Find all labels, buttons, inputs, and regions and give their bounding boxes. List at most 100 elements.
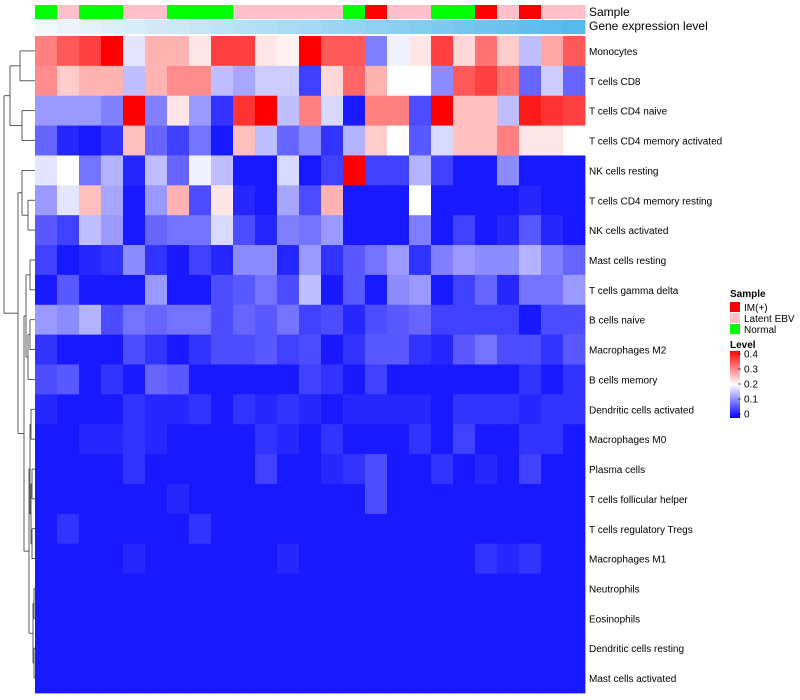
heatmap-cell <box>387 95 410 126</box>
heatmap-cell <box>497 483 520 515</box>
heatmap-cell <box>233 334 256 365</box>
heatmap-cell <box>101 185 124 216</box>
row-label: T cells CD4 naive <box>589 107 668 118</box>
heatmap-cell <box>343 125 366 156</box>
heatmap-cell <box>123 394 146 425</box>
heatmap-cell <box>343 543 366 574</box>
heatmap-cell <box>299 483 322 515</box>
expression-annotation-cell <box>145 20 168 34</box>
sample-annotation-cell <box>211 5 234 19</box>
heatmap-cell <box>321 274 344 306</box>
sample-annotation-cell <box>321 5 344 19</box>
heatmap-cell <box>255 274 278 306</box>
heatmap-cell <box>475 245 498 276</box>
heatmap-cell <box>35 543 58 574</box>
sample-annotation-cell <box>167 5 190 19</box>
heatmap-cell <box>387 334 410 365</box>
heatmap-cell <box>189 125 212 156</box>
heatmap-cell <box>321 36 344 67</box>
sample-annotation-cell <box>189 5 212 19</box>
heatmap-cell <box>497 603 520 634</box>
heatmap-cell <box>387 125 410 156</box>
heatmap-cell <box>475 65 498 97</box>
heatmap-cell <box>321 185 344 216</box>
heatmap-cell <box>255 424 278 455</box>
row-label: T cells CD8 <box>589 77 641 88</box>
expression-annotation-cell <box>453 20 476 34</box>
heatmap-cell <box>35 424 58 455</box>
heatmap-cell <box>277 394 300 425</box>
row-label: Macrophages M2 <box>589 346 667 357</box>
heatmap-cell <box>79 65 102 97</box>
heatmap-cell <box>409 543 432 574</box>
heatmap-cell <box>189 304 212 336</box>
heatmap-cell <box>277 95 300 126</box>
heatmap-cell <box>519 364 542 395</box>
expression-annotation-cell <box>233 20 256 34</box>
heatmap-cell <box>387 483 410 515</box>
heatmap-cell <box>497 304 520 336</box>
heatmap-cell <box>123 215 146 246</box>
heatmap-cell <box>431 185 454 216</box>
row-label: Macrophages M0 <box>589 435 667 446</box>
heatmap-cell <box>79 334 102 365</box>
heatmap-cell <box>563 155 586 186</box>
heatmap-cell <box>189 95 212 126</box>
heatmap-cell <box>255 513 278 545</box>
heatmap-cell <box>101 543 124 574</box>
heatmap-cells <box>35 36 586 694</box>
heatmap-cell <box>365 543 388 574</box>
heatmap-cell <box>299 245 322 276</box>
heatmap-cell <box>145 334 168 365</box>
legend-level-tick-label: 0.4 <box>744 350 758 361</box>
heatmap-cell <box>145 424 168 455</box>
heatmap-cell <box>167 603 190 634</box>
heatmap-cell <box>145 633 168 664</box>
heatmap-cell <box>541 304 564 336</box>
row-label: Dendritic cells resting <box>589 644 684 655</box>
heatmap-cell <box>79 155 102 186</box>
heatmap-cell <box>277 65 300 97</box>
heatmap-cell <box>57 245 80 276</box>
heatmap-cell <box>255 334 278 365</box>
heatmap-cell <box>519 215 542 246</box>
heatmap-cell <box>475 543 498 574</box>
row-label: Eosinophils <box>589 614 640 625</box>
heatmap-cell <box>321 454 344 485</box>
heatmap-cell <box>211 454 234 485</box>
heatmap-cell <box>563 274 586 306</box>
heatmap-cell <box>299 424 322 455</box>
heatmap-cell <box>497 424 520 455</box>
legend-level-tick-label: 0.1 <box>744 395 758 406</box>
heatmap-cell <box>167 304 190 336</box>
heatmap-cell <box>541 334 564 365</box>
heatmap-cell <box>123 304 146 336</box>
heatmap-cell <box>123 483 146 515</box>
heatmap-cell <box>541 274 564 306</box>
expression-annotation-cell <box>365 20 388 34</box>
heatmap-cell <box>255 215 278 246</box>
heatmap-cell <box>123 513 146 545</box>
heatmap-cell <box>453 215 476 246</box>
heatmap-cell <box>321 513 344 545</box>
heatmap-cell <box>453 36 476 67</box>
heatmap-cell <box>233 663 256 694</box>
heatmap-cell <box>541 245 564 276</box>
heatmap-cell <box>123 573 146 604</box>
heatmap-cell <box>563 394 586 425</box>
heatmap-cell <box>35 185 58 216</box>
heatmap-cell <box>123 454 146 485</box>
heatmap-cell <box>563 304 586 336</box>
heatmap-cell <box>387 274 410 306</box>
heatmap-cell <box>475 304 498 336</box>
heatmap-cell <box>453 65 476 97</box>
heatmap-cell <box>519 603 542 634</box>
heatmap-cell <box>365 663 388 694</box>
heatmap-cell <box>497 663 520 694</box>
heatmap-cell <box>233 424 256 455</box>
expression-annotation-cell <box>475 20 498 34</box>
heatmap-cell <box>409 424 432 455</box>
heatmap-cell <box>189 483 212 515</box>
heatmap-cell <box>79 185 102 216</box>
heatmap-cell <box>145 155 168 186</box>
